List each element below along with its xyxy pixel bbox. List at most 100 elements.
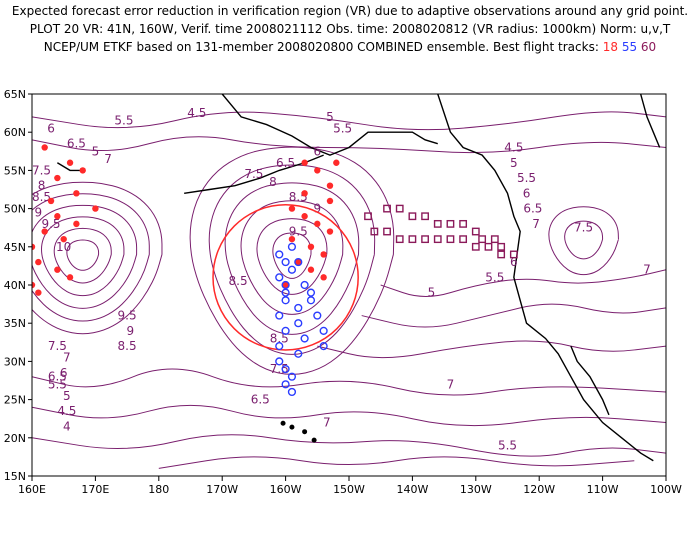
contour-value-label: 7 bbox=[323, 416, 331, 430]
track-18-point bbox=[66, 274, 74, 281]
coastline bbox=[570, 345, 610, 416]
island-marker bbox=[289, 424, 295, 430]
contour-value-label: 8.5 bbox=[32, 190, 51, 204]
coastline bbox=[56, 162, 83, 172]
track-18-point bbox=[288, 205, 296, 212]
track-55-point bbox=[281, 288, 290, 297]
track-60-point bbox=[484, 242, 493, 251]
track-55-point bbox=[294, 257, 303, 267]
contour-line bbox=[224, 182, 360, 335]
track-id-purple: 60 bbox=[640, 40, 657, 54]
contour-value-label: 9 bbox=[313, 202, 321, 216]
track-60-point bbox=[421, 235, 429, 244]
track-60-point bbox=[383, 204, 391, 213]
y-tick-label: 30N bbox=[4, 355, 26, 368]
contour-value-label: 7 bbox=[104, 152, 112, 166]
track-55-point bbox=[275, 311, 284, 320]
track-55-point bbox=[319, 326, 328, 335]
track-55-point bbox=[300, 334, 309, 343]
flight-tracks bbox=[32, 144, 518, 397]
track-18-point bbox=[47, 197, 55, 205]
track-18-point bbox=[307, 266, 315, 273]
track-60-point bbox=[446, 235, 455, 244]
contour-value-label: 7.5 bbox=[244, 167, 263, 181]
track-60-point bbox=[459, 235, 468, 244]
x-tick-label: 170W bbox=[206, 483, 238, 496]
track-60-point bbox=[408, 212, 417, 221]
track-55-point bbox=[306, 288, 316, 297]
track-18-point bbox=[79, 167, 86, 174]
contour-line bbox=[158, 456, 635, 469]
contour-line bbox=[256, 218, 328, 295]
track-60-point bbox=[395, 235, 404, 244]
x-tick-label: 160E bbox=[18, 483, 46, 496]
track-18-point bbox=[307, 243, 315, 250]
y-tick-label: 20N bbox=[4, 432, 26, 445]
track-60-point bbox=[497, 242, 506, 251]
track-55-point bbox=[287, 265, 297, 274]
contour-value-label: 5.5 bbox=[114, 114, 133, 128]
contour-line bbox=[41, 216, 125, 297]
x-tick-label: 180 bbox=[148, 483, 169, 496]
track-18-point bbox=[320, 274, 327, 281]
contour-value-label: 6 bbox=[523, 186, 531, 200]
track-18-point bbox=[282, 281, 289, 289]
x-tick-label: 170E bbox=[81, 483, 109, 496]
contour-value-label: 4.5 bbox=[504, 140, 523, 154]
contour-value-label: 4 bbox=[63, 419, 71, 433]
contour-value-label: 6 bbox=[510, 255, 518, 269]
track-18-point bbox=[54, 213, 61, 220]
track-60-point bbox=[408, 235, 417, 244]
track-55-point bbox=[281, 280, 290, 290]
contour-value-label: 8 bbox=[38, 179, 46, 193]
y-tick-label: 60N bbox=[4, 126, 26, 139]
track-18-point bbox=[326, 197, 334, 205]
track-55-point bbox=[281, 326, 290, 335]
header-line-2: PLOT 20 VR: 41N, 160W, Verif. time 20080… bbox=[29, 22, 671, 36]
x-tick-label: 140W bbox=[396, 483, 428, 496]
contour-value-label: 6.5 bbox=[276, 156, 295, 170]
track-55-point bbox=[281, 380, 290, 389]
contour-value-label: 4.5 bbox=[57, 404, 76, 418]
contour-value-label: 6 bbox=[313, 144, 321, 158]
track-55-point bbox=[306, 296, 316, 305]
track-55-point bbox=[294, 303, 303, 313]
contour-line bbox=[32, 404, 666, 427]
track-18-point bbox=[314, 220, 321, 228]
x-tick-label: 110W bbox=[587, 483, 619, 496]
contour-value-label: 5 bbox=[92, 144, 100, 158]
x-tick-label: 100W bbox=[650, 483, 682, 496]
track-55-point bbox=[300, 280, 309, 290]
header-line-3-prefix: NCEP/UM ETKF based on 131-member 2008020… bbox=[43, 40, 599, 54]
contour-line bbox=[32, 136, 666, 154]
track-55-point bbox=[287, 387, 297, 397]
track-60-point bbox=[433, 219, 442, 228]
contour-value-label: 10 bbox=[56, 240, 71, 254]
contour-lines bbox=[32, 111, 666, 469]
track-55-point bbox=[275, 250, 284, 259]
track-18-point bbox=[301, 159, 308, 166]
track-18-point bbox=[32, 243, 36, 250]
x-axis-ticks: 160E 170E 180 170W 160W 150W 140W 130W 120W 110W 1… bbox=[18, 476, 682, 496]
contour-value-label: 5.5 bbox=[485, 270, 504, 284]
contour-value-label: 6.5 bbox=[48, 370, 67, 384]
contour-value-label: 5 bbox=[326, 110, 334, 124]
contour-value-label: 6 bbox=[60, 366, 68, 380]
contour-value-label: 4.5 bbox=[187, 106, 206, 120]
track-18-point bbox=[66, 159, 74, 166]
track-55-point bbox=[287, 372, 297, 381]
contour-line bbox=[32, 181, 163, 335]
island-marker bbox=[280, 420, 286, 426]
track-55-point bbox=[275, 357, 284, 366]
contour-value-label: 9 bbox=[126, 324, 134, 338]
track-18-point bbox=[92, 205, 99, 212]
track-55-point bbox=[281, 364, 290, 374]
y-tick-label: 40N bbox=[4, 279, 26, 292]
x-tick-label: 120W bbox=[523, 483, 555, 496]
track-60-point bbox=[509, 250, 518, 259]
track-60-point bbox=[421, 212, 429, 221]
contour-line bbox=[32, 193, 150, 322]
track-18-point bbox=[326, 182, 334, 189]
track-55-point bbox=[281, 257, 290, 267]
